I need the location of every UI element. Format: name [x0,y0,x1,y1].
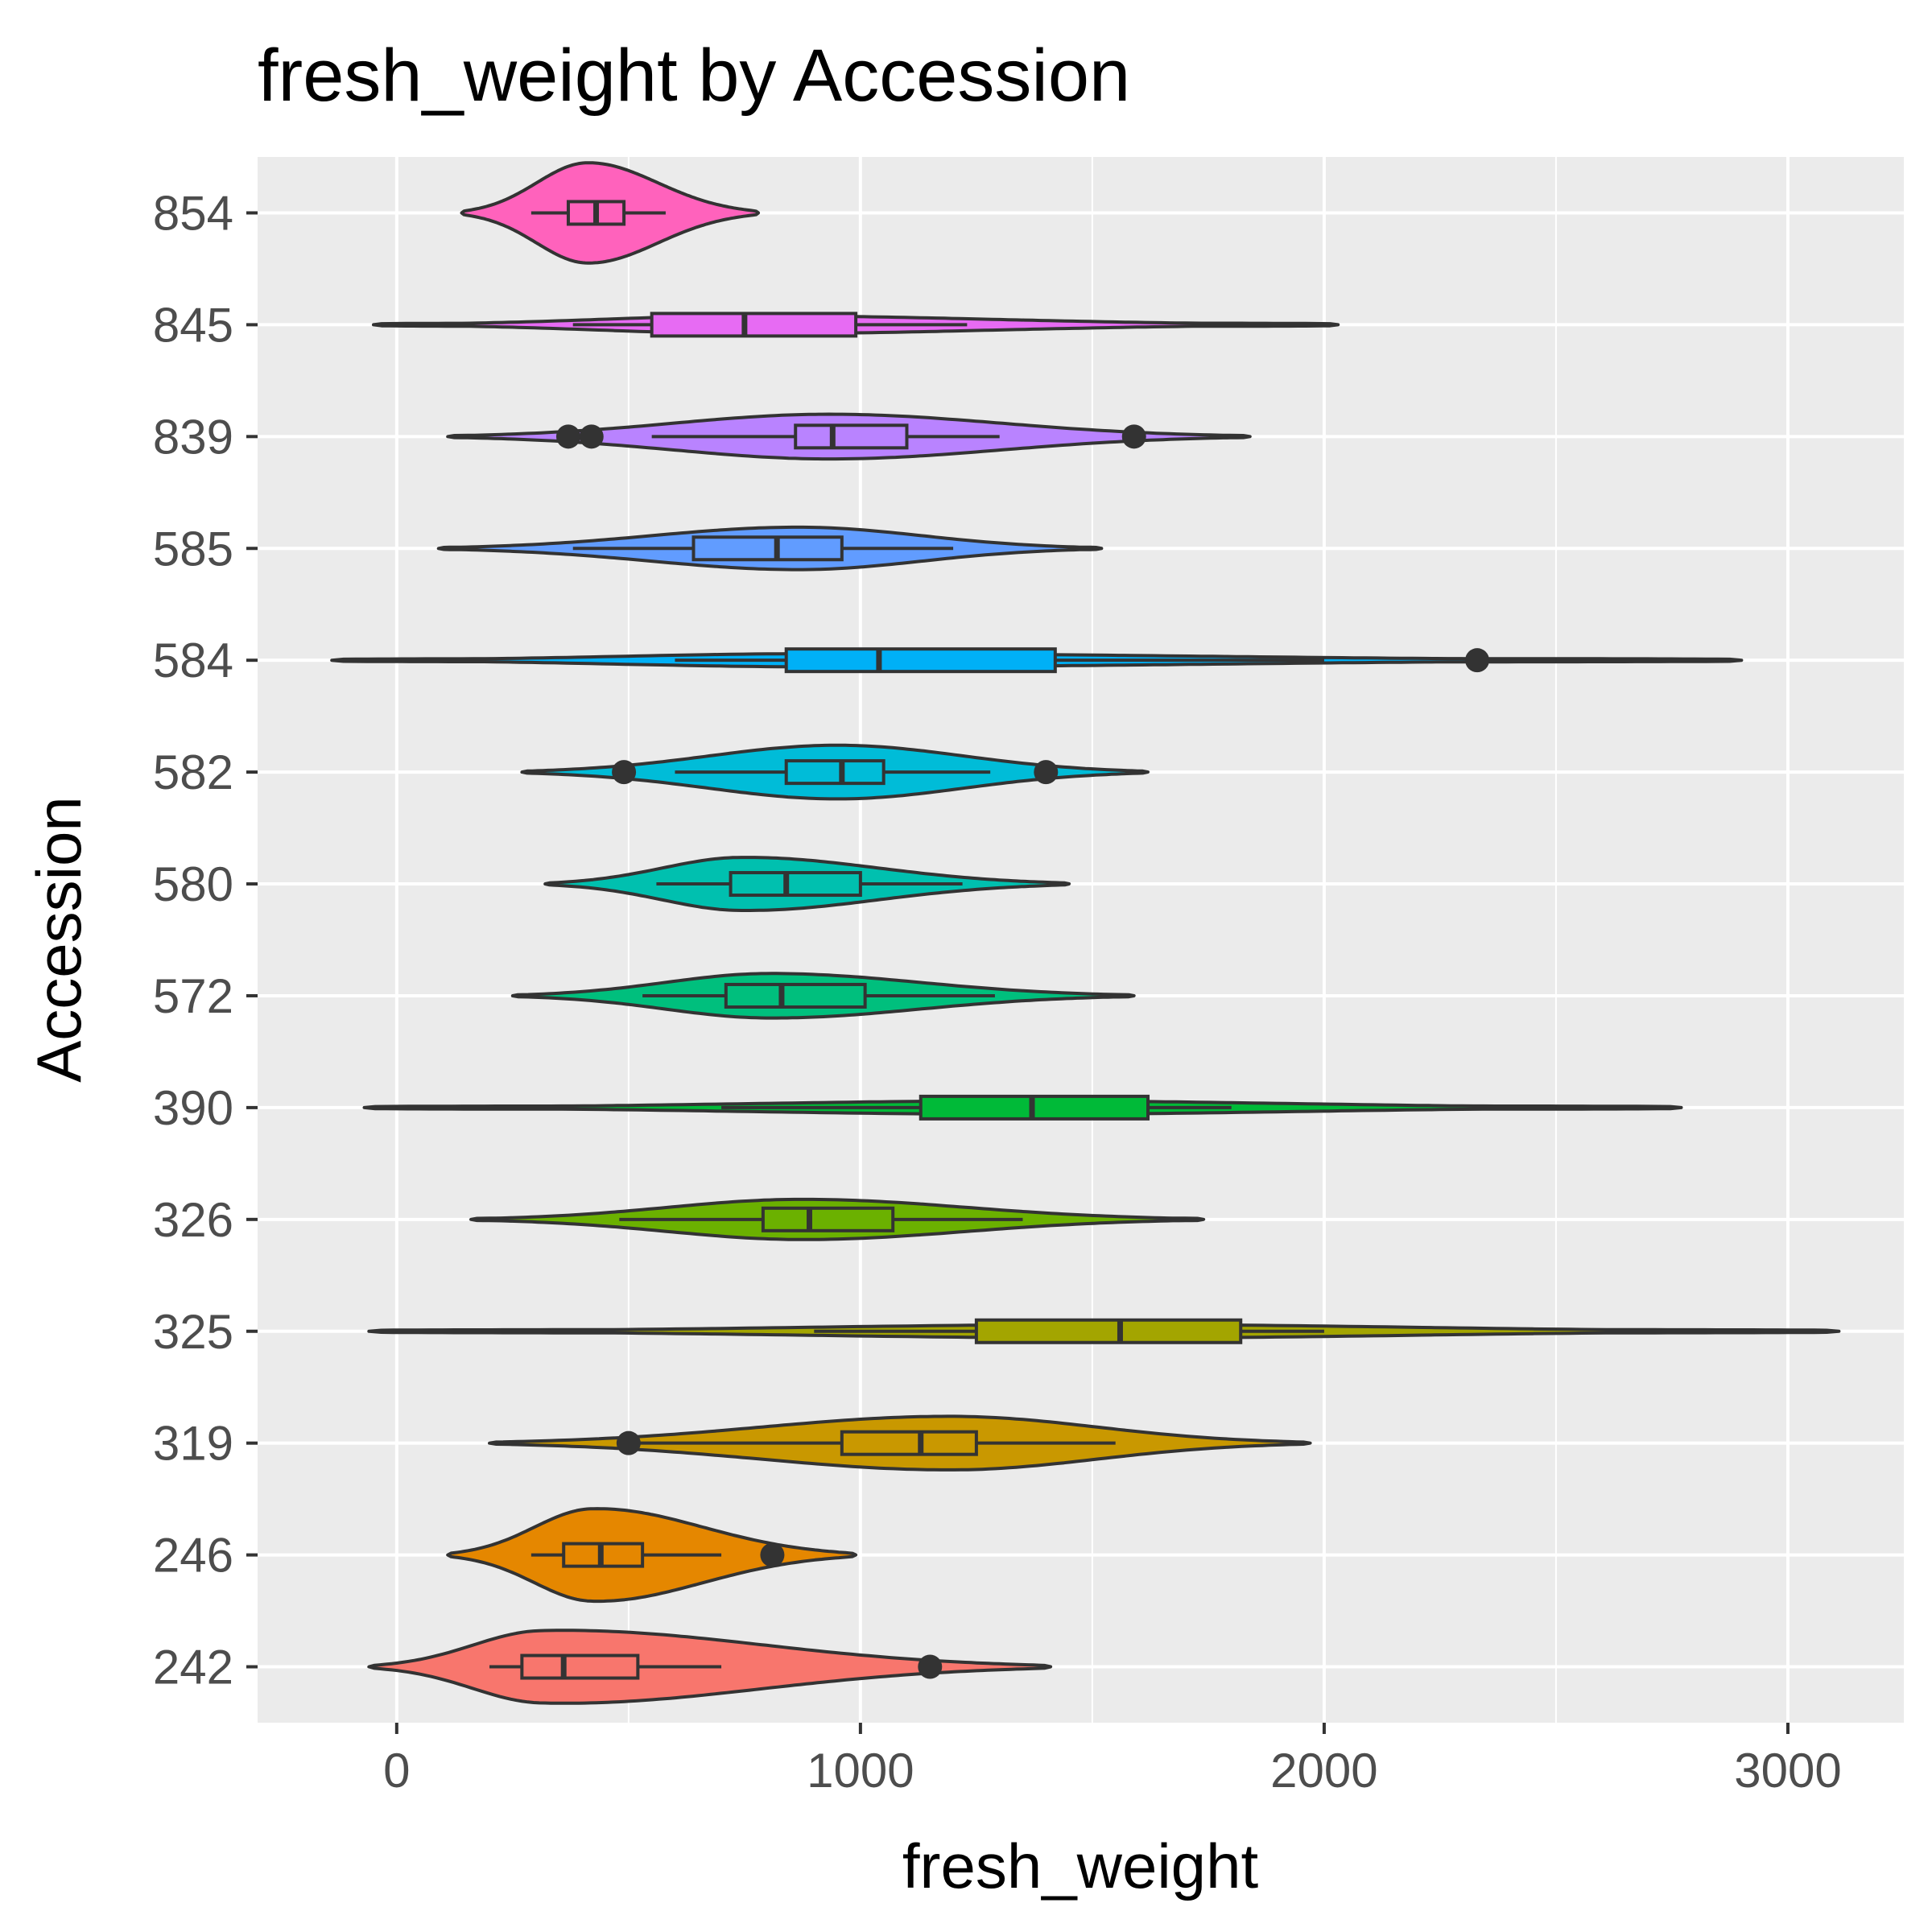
violin-group [446,412,1252,461]
x-tick-label: 2000 [1270,1744,1377,1798]
y-tick-label: 326 [153,1193,233,1247]
y-tick-label: 325 [153,1305,233,1359]
outlier-point [918,1654,943,1679]
y-tick-label: 582 [153,745,233,799]
box [974,1318,1243,1344]
plot-panel [258,157,1904,1723]
box [691,535,844,562]
outlier-point [616,1430,641,1455]
violin-group [446,1507,858,1604]
box [724,982,867,1009]
minor-gridlines [627,157,1557,1723]
violin-group [488,1414,1312,1472]
y-axis: 242 246 319 325 326 390 572 580 582 584 585 839 845 8… [153,186,258,1695]
box [520,1653,640,1680]
violin-group [436,525,1104,572]
x-tick-label: 3000 [1734,1744,1841,1798]
violin-group [330,647,1744,674]
box [794,423,909,450]
y-tick-label: 242 [153,1641,233,1695]
outlier-point [760,1542,785,1567]
violin-layer [330,161,1841,1705]
violin-group [543,856,1071,912]
y-tick-label: 854 [153,186,233,240]
x-tick-label: 1000 [807,1744,914,1798]
box [784,759,886,786]
outlier-point [1121,424,1146,449]
chart-title: fresh_weight by Accession [258,35,1130,117]
y-tick-label: 572 [153,969,233,1023]
outlier-point [555,424,580,449]
y-tick-label: 580 [153,857,233,911]
x-axis: 0 1000 2000 3000 [383,1723,1842,1798]
box [650,312,858,338]
x-tick-label: 0 [383,1744,410,1798]
y-tick-label: 390 [153,1081,233,1135]
violin-group [520,743,1150,801]
box [729,871,862,898]
y-tick-label: 319 [153,1417,233,1471]
violin-group [362,1094,1683,1121]
box [840,1430,978,1456]
y-tick-label: 845 [153,298,233,352]
y-tick-label: 839 [153,410,233,464]
outlier-point [1465,648,1490,673]
y-tick-label: 584 [153,634,233,687]
violin-group [460,161,761,265]
violin-group [367,1318,1841,1344]
y-tick-label: 585 [153,522,233,576]
outlier-point [612,760,637,785]
violin-group [469,1197,1206,1241]
y-axis-title: Accession [23,796,94,1083]
violin-group [367,1629,1053,1705]
y-tick-label: 246 [153,1529,233,1583]
outlier-point [1034,760,1059,785]
violin-group [372,312,1340,338]
x-axis-title: fresh_weight [902,1831,1259,1901]
box [784,647,1057,674]
box [761,1206,895,1232]
violin-group [510,972,1136,1020]
outlier-point [579,424,604,449]
